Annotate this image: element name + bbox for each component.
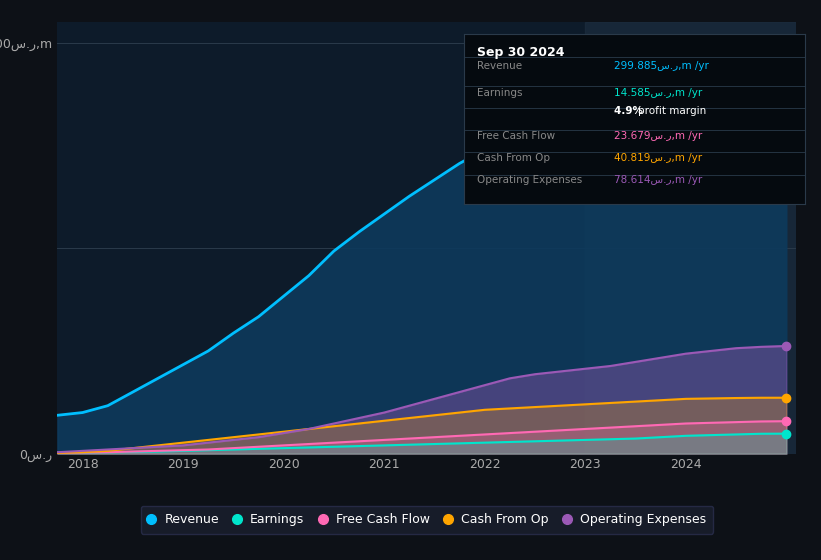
Legend: Revenue, Earnings, Free Cash Flow, Cash From Op, Operating Expenses: Revenue, Earnings, Free Cash Flow, Cash … [140, 506, 713, 534]
Text: Free Cash Flow: Free Cash Flow [478, 131, 556, 141]
Text: 14.585س.ر,m /yr: 14.585س.ر,m /yr [614, 88, 702, 98]
Text: Earnings: Earnings [478, 88, 523, 98]
Text: Revenue: Revenue [478, 61, 523, 71]
Text: 78.614س.ر,m /yr: 78.614س.ر,m /yr [614, 175, 702, 185]
Bar [585, 22, 796, 454]
Text: profit margin: profit margin [638, 106, 706, 116]
Text: Cash From Op: Cash From Op [478, 153, 551, 163]
Text: 299.885س.ر,m /yr: 299.885س.ر,m /yr [614, 61, 709, 71]
Text: Operating Expenses: Operating Expenses [478, 175, 583, 185]
Text: 40.819س.ر,m /yr: 40.819س.ر,m /yr [614, 153, 702, 163]
Text: Sep 30 2024: Sep 30 2024 [478, 45, 565, 59]
Text: 23.679س.ر,m /yr: 23.679س.ر,m /yr [614, 131, 702, 141]
Text: 4.9%: 4.9% [614, 106, 646, 116]
